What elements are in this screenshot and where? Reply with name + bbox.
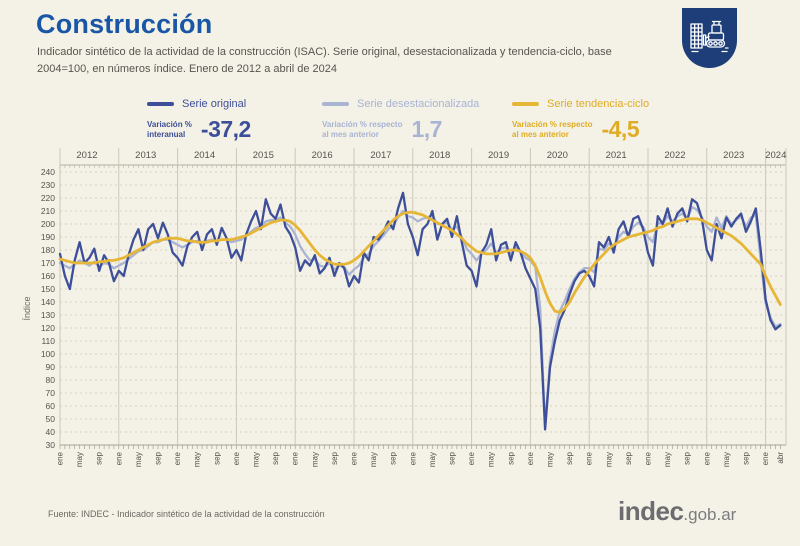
svg-text:30: 30 [46, 440, 56, 450]
svg-text:sep: sep [506, 451, 515, 464]
svg-text:2015: 2015 [253, 150, 274, 161]
svg-text:2013: 2013 [135, 150, 156, 161]
serie-original-value: -37,2 [200, 116, 251, 142]
svg-text:may: may [252, 452, 261, 467]
indec-wordmark: indec [618, 496, 684, 526]
svg-text:sep: sep [389, 451, 398, 464]
svg-text:230: 230 [41, 180, 55, 190]
svg-text:may: may [604, 452, 613, 467]
svg-text:abr: abr [776, 452, 785, 464]
svg-text:2020: 2020 [547, 150, 568, 161]
serie-original-label: Serie original [182, 98, 247, 110]
svg-text:40: 40 [46, 427, 56, 437]
svg-text:2019: 2019 [488, 150, 509, 161]
svg-text:240: 240 [41, 167, 55, 177]
svg-text:may: may [663, 452, 672, 467]
svg-text:2018: 2018 [429, 150, 450, 161]
indec-gob-ar-logo: indec.gob.ar [618, 496, 778, 527]
svg-text:60: 60 [46, 401, 56, 411]
svg-text:2012: 2012 [76, 150, 97, 161]
svg-text:70: 70 [46, 388, 56, 398]
svg-text:210: 210 [41, 206, 55, 216]
svg-text:2022: 2022 [664, 150, 685, 161]
svg-text:90: 90 [46, 362, 56, 372]
svg-text:sep: sep [683, 451, 692, 464]
serie-original-swatch [147, 102, 174, 106]
svg-text:150: 150 [41, 284, 55, 294]
serie-original-metric: Variación % interanual [147, 119, 192, 139]
svg-text:170: 170 [41, 258, 55, 268]
svg-text:sep: sep [154, 451, 163, 464]
svg-text:sep: sep [624, 451, 633, 464]
construction-icon [690, 20, 729, 53]
svg-text:200: 200 [41, 219, 55, 229]
svg-text:ene: ene [644, 451, 653, 465]
svg-text:ene: ene [585, 451, 594, 465]
svg-text:ene: ene [467, 451, 476, 465]
svg-text:50: 50 [46, 414, 56, 424]
svg-text:may: may [193, 452, 202, 467]
svg-text:Índice: Índice [22, 296, 32, 320]
svg-text:sep: sep [565, 451, 574, 464]
serie-tendencia-ciclo-swatch [512, 102, 539, 106]
svg-text:ene: ene [702, 451, 711, 465]
serie-desestacionalizada-value: 1,7 [411, 116, 442, 142]
svg-text:ene: ene [56, 451, 65, 465]
svg-text:ene: ene [408, 451, 417, 465]
svg-text:ene: ene [350, 451, 359, 465]
svg-text:2021: 2021 [606, 150, 627, 161]
svg-text:80: 80 [46, 375, 56, 385]
page-title: Construcción [36, 9, 213, 39]
svg-text:sep: sep [448, 451, 457, 464]
source-note: Fuente: INDEC - Indicador sintético de l… [48, 509, 325, 519]
svg-text:160: 160 [41, 271, 55, 281]
svg-text:180: 180 [41, 245, 55, 255]
svg-text:2014: 2014 [194, 150, 215, 161]
serie-tendencia-ciclo-label: Serie tendencia-ciclo [547, 98, 650, 110]
svg-text:110: 110 [41, 336, 55, 346]
svg-text:ene: ene [761, 451, 770, 465]
svg-text:sep: sep [212, 451, 221, 464]
svg-text:ene: ene [114, 451, 123, 465]
svg-text:may: may [487, 452, 496, 467]
svg-text:may: may [428, 452, 437, 467]
legend-serie-original: Serie original Variación % interanual -37… [147, 97, 251, 143]
indec-domain-suffix: .gob.ar [683, 505, 737, 524]
svg-text:sep: sep [742, 451, 751, 464]
svg-text:sep: sep [271, 451, 280, 464]
svg-text:sep: sep [95, 451, 104, 464]
svg-text:2024: 2024 [765, 150, 786, 161]
legend-serie-tendencia-ciclo: Serie tendencia-ciclo Variación % respec… [512, 97, 649, 143]
legend-serie-desestacionalizada: Serie desestacionalizada Variación % res… [322, 97, 479, 143]
svg-text:220: 220 [41, 193, 55, 203]
serie-desestacionalizada-swatch [322, 102, 349, 106]
construction-badge [682, 8, 737, 68]
svg-text:may: may [75, 452, 84, 467]
svg-text:ene: ene [232, 451, 241, 465]
serie-desestacionalizada-metric: Variación % respecto al mes anterior [322, 119, 403, 139]
svg-text:120: 120 [41, 323, 55, 333]
svg-text:ene: ene [173, 451, 182, 465]
svg-text:100: 100 [41, 349, 55, 359]
svg-text:sep: sep [330, 451, 339, 464]
isac-line-chart: 30 40 50 60 70 80 90 100 110 120 130 140 150 160 170 18… [20, 143, 796, 488]
page-subtitle: Indicador sintético de la actividad de l… [37, 46, 612, 75]
svg-text:may: may [369, 452, 378, 467]
serie-tendencia-ciclo-metric: Variación % respecto al mes anterior [512, 119, 593, 139]
svg-text:2017: 2017 [370, 150, 391, 161]
svg-text:2016: 2016 [312, 150, 333, 161]
svg-text:ene: ene [291, 451, 300, 465]
svg-text:130: 130 [41, 310, 55, 320]
svg-text:may: may [722, 452, 731, 467]
svg-text:may: may [310, 452, 319, 467]
svg-text:2023: 2023 [723, 150, 744, 161]
svg-text:140: 140 [41, 297, 55, 307]
serie-tendencia-ciclo-value: -4,5 [601, 116, 640, 142]
svg-text:may: may [546, 452, 555, 467]
svg-text:ene: ene [526, 451, 535, 465]
serie-desestacionalizada-label: Serie desestacionalizada [357, 98, 480, 110]
svg-text:190: 190 [41, 232, 55, 242]
svg-text:may: may [134, 452, 143, 467]
